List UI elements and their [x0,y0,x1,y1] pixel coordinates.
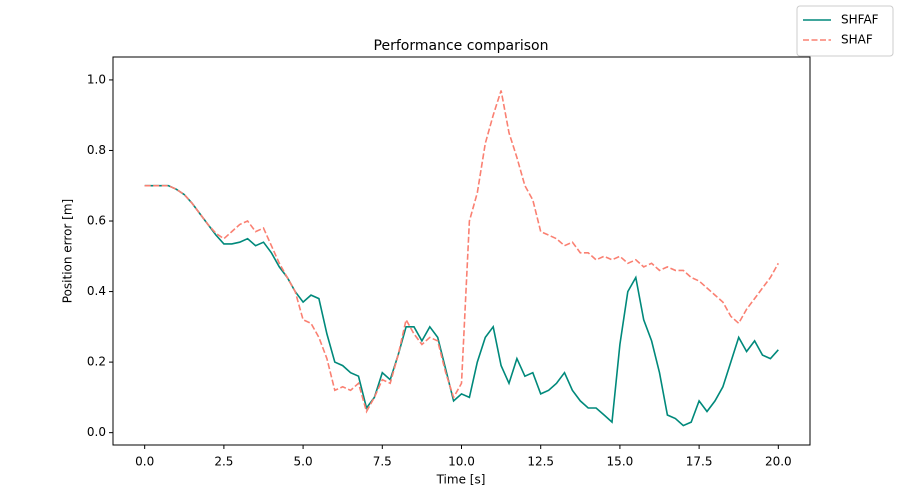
x-tick-label: 0.0 [135,455,154,469]
chart-title: Performance comparison [374,38,549,54]
x-tick-label: 20.0 [765,455,792,469]
y-tick-label: 0.8 [87,143,106,157]
x-tick-label: 5.0 [294,455,313,469]
y-tick-label: 0.0 [87,425,106,439]
x-tick-label: 12.5 [527,455,554,469]
y-tick-label: 0.2 [87,355,106,369]
y-axis-label: Position error [m] [61,199,75,303]
x-axis-label: Time [s] [436,473,486,487]
y-tick-label: 0.6 [87,214,106,228]
y-tick-label: 1.0 [87,72,106,86]
legend-label: SHFAF [841,13,879,27]
series-line [144,90,779,414]
legend-label: SHAF [841,33,873,47]
series-line [144,184,779,427]
x-tick-label: 2.5 [214,455,233,469]
x-tick-label: 15.0 [607,455,634,469]
y-tick-label: 0.4 [87,284,106,298]
plot-frame [112,56,811,446]
legend-box [796,5,894,57]
x-tick-label: 10.0 [448,455,475,469]
x-tick-label: 7.5 [373,455,392,469]
x-tick-label: 17.5 [686,455,713,469]
